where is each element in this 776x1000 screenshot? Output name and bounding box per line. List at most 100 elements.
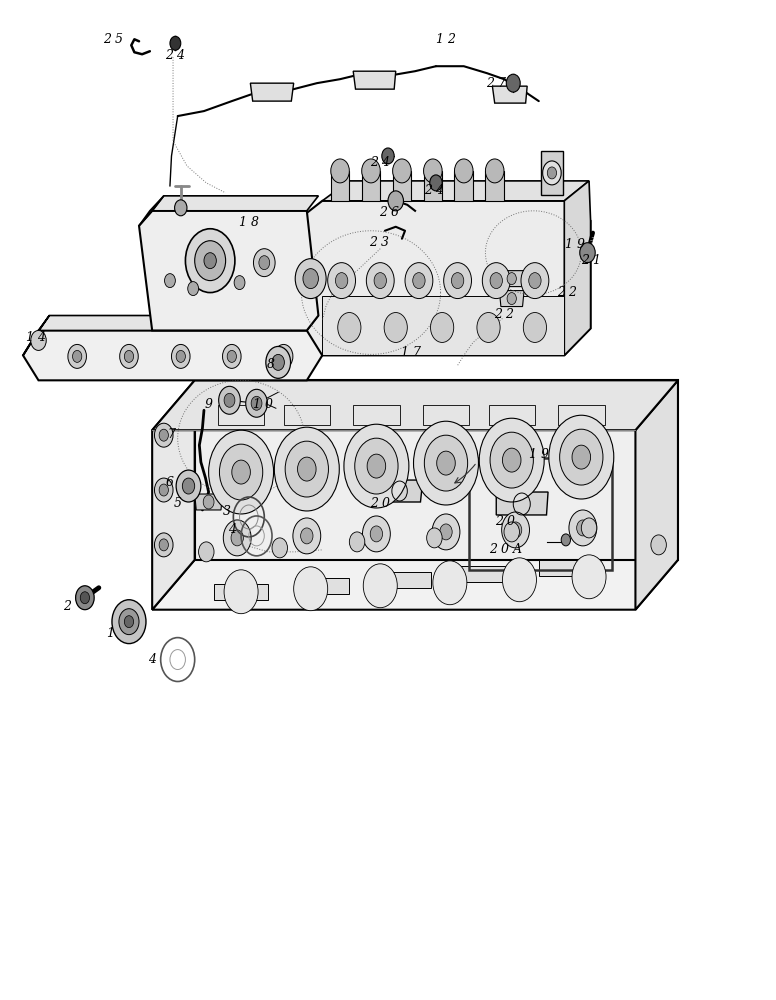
Bar	[455, 171, 473, 201]
Circle shape	[393, 159, 411, 183]
Circle shape	[424, 435, 468, 491]
Circle shape	[331, 159, 349, 183]
Text: 1 4: 1 4	[26, 331, 47, 344]
Polygon shape	[195, 494, 223, 510]
Polygon shape	[636, 380, 678, 610]
Circle shape	[31, 330, 47, 350]
Circle shape	[68, 344, 86, 368]
Bar	[486, 171, 504, 201]
Text: 2 1: 2 1	[580, 254, 601, 267]
Text: 2 2: 2 2	[494, 308, 514, 321]
Circle shape	[431, 313, 454, 342]
Circle shape	[224, 393, 235, 407]
Circle shape	[220, 444, 263, 500]
Text: 4: 4	[148, 653, 156, 666]
Text: 1 2: 1 2	[436, 33, 456, 46]
Polygon shape	[322, 181, 589, 201]
Bar	[458, 566, 511, 582]
Circle shape	[501, 512, 529, 548]
Circle shape	[430, 175, 442, 191]
Polygon shape	[152, 560, 678, 610]
Circle shape	[547, 167, 556, 179]
Circle shape	[502, 448, 521, 472]
Circle shape	[154, 423, 173, 447]
Circle shape	[414, 421, 479, 505]
Circle shape	[367, 454, 386, 478]
Text: 2 7: 2 7	[487, 77, 506, 90]
Circle shape	[528, 273, 541, 289]
Polygon shape	[139, 211, 318, 330]
Circle shape	[297, 457, 316, 481]
Circle shape	[272, 354, 284, 370]
Circle shape	[279, 350, 288, 362]
Circle shape	[382, 148, 394, 164]
Bar	[362, 171, 380, 201]
Text: 2 2: 2 2	[557, 286, 577, 299]
Text: 2 4: 2 4	[424, 184, 445, 197]
Circle shape	[444, 263, 472, 299]
Circle shape	[437, 451, 456, 475]
Bar	[541, 151, 563, 195]
Circle shape	[581, 518, 597, 538]
Circle shape	[486, 159, 504, 183]
Circle shape	[72, 350, 81, 362]
Polygon shape	[564, 181, 591, 355]
Bar	[353, 405, 400, 425]
Polygon shape	[39, 316, 318, 330]
Circle shape	[272, 538, 287, 558]
Polygon shape	[195, 380, 678, 560]
Circle shape	[572, 555, 606, 599]
Polygon shape	[499, 291, 524, 307]
Text: 6: 6	[166, 476, 174, 489]
Circle shape	[413, 273, 425, 289]
Circle shape	[355, 438, 398, 494]
Circle shape	[119, 609, 139, 635]
Circle shape	[440, 524, 452, 540]
Circle shape	[549, 415, 614, 499]
Circle shape	[506, 74, 520, 92]
Circle shape	[490, 432, 533, 488]
Bar	[218, 405, 265, 425]
Circle shape	[124, 616, 133, 628]
Polygon shape	[23, 316, 50, 355]
Circle shape	[219, 386, 241, 414]
Circle shape	[303, 269, 318, 289]
Circle shape	[542, 161, 561, 185]
Circle shape	[165, 274, 175, 288]
Circle shape	[490, 273, 502, 289]
Text: 2 4: 2 4	[370, 156, 390, 169]
Circle shape	[234, 276, 245, 290]
Circle shape	[572, 445, 591, 469]
Circle shape	[651, 535, 667, 555]
Circle shape	[112, 600, 146, 644]
Circle shape	[209, 430, 274, 514]
Circle shape	[507, 273, 516, 285]
Circle shape	[480, 418, 544, 502]
Circle shape	[433, 561, 467, 605]
Text: 2 3: 2 3	[369, 236, 389, 249]
Text: 1 8: 1 8	[239, 216, 259, 229]
Text: 9: 9	[205, 398, 213, 411]
Circle shape	[577, 520, 589, 536]
Circle shape	[559, 429, 603, 485]
Circle shape	[159, 539, 168, 551]
Circle shape	[388, 191, 404, 211]
Bar	[283, 405, 330, 425]
Circle shape	[509, 522, 521, 538]
Circle shape	[293, 518, 320, 554]
Circle shape	[75, 586, 94, 610]
Circle shape	[227, 350, 237, 362]
Circle shape	[452, 273, 464, 289]
Circle shape	[246, 389, 268, 417]
Text: 2: 2	[63, 600, 71, 613]
Circle shape	[295, 259, 326, 299]
Text: 2 4: 2 4	[165, 49, 185, 62]
Circle shape	[159, 429, 168, 441]
Circle shape	[275, 427, 339, 511]
Text: 4: 4	[228, 523, 236, 536]
Circle shape	[370, 526, 383, 542]
Polygon shape	[296, 201, 591, 355]
Bar	[295, 578, 349, 594]
Circle shape	[384, 313, 407, 342]
Circle shape	[580, 243, 595, 263]
